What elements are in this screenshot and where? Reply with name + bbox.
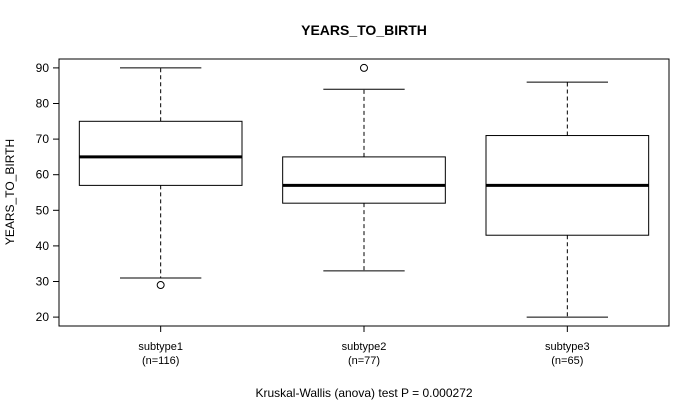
category-n-label: (n=77): [348, 355, 380, 367]
outlier-point: [156, 281, 165, 290]
y-tick-label: 90: [36, 61, 50, 75]
box-subtype3: [485, 81, 650, 318]
category-n-label: (n=116): [142, 355, 179, 367]
y-axis-title: YEARS_TO_BIRTH: [3, 139, 17, 245]
category-label: subtype3: [545, 341, 590, 353]
boxes: [78, 63, 650, 318]
y-tick-label: 20: [36, 310, 50, 324]
category-label: subtype2: [342, 341, 387, 353]
category-n-label: (n=65): [551, 355, 583, 367]
y-tick-label: 30: [36, 275, 50, 289]
y-tick-label: 50: [36, 203, 50, 217]
y-tick-label: 80: [36, 97, 50, 111]
chart-title: YEARS_TO_BIRTH: [301, 22, 427, 38]
outlier-point: [360, 63, 368, 72]
y-tick-label: 60: [36, 168, 50, 182]
y-tick-label: 70: [36, 132, 50, 146]
y-axis: 20 30 40 50 60 70 80 90: [36, 61, 59, 324]
x-axis-labels: subtype1 (n=116) subtype2 (n=77) subtype3 (n=…: [138, 326, 590, 367]
test-footnote: Kruskal-Wallis (anova) test P = 0.000272: [255, 386, 472, 400]
y-tick-label: 40: [36, 239, 50, 253]
box-subtype2: [282, 63, 446, 272]
iqr-box: [282, 156, 446, 204]
iqr-box: [78, 120, 243, 186]
box-subtype1: [78, 67, 243, 290]
category-label: subtype1: [138, 341, 183, 353]
